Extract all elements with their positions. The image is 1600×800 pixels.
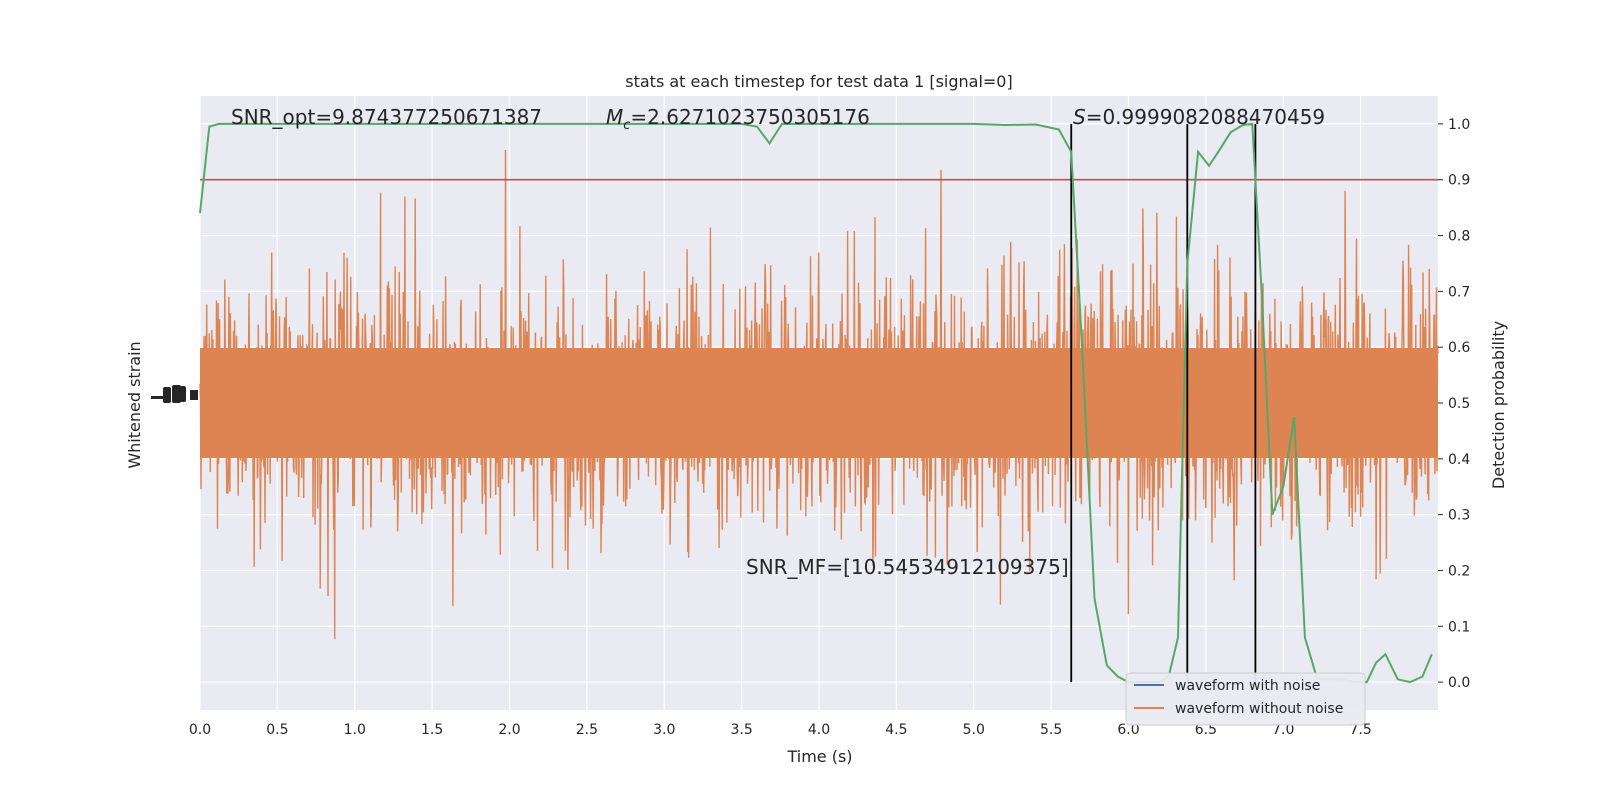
x-ticks: 0.0 0.5 1.0 1.5 2.0 2.5 3.0 3.5 4.0 4.5 5.0 5.5 6.0 6… <box>189 722 1372 738</box>
x-tick-label: 5.0 <box>963 722 985 738</box>
mc-value: =2.6271023750305176 <box>630 105 869 129</box>
y-tick-label: 0.4 <box>1448 452 1470 468</box>
mc-annotation: Mc=2.6271023750305176 <box>606 105 870 133</box>
y-axis-label-right: Detection probability <box>1489 321 1508 489</box>
y-tick-label: 0.3 <box>1448 508 1470 524</box>
snr-opt-annotation: SNR_opt=9.874377250671387 <box>231 105 542 129</box>
legend-label-with-noise: waveform with noise <box>1175 678 1320 694</box>
snr-mf-annotation: SNR_MF=[10.54534912109375] <box>746 555 1069 579</box>
x-axis-label: Time (s) <box>786 747 852 766</box>
s-symbol: S <box>1073 105 1086 129</box>
y-tick-label: 0.0 <box>1448 675 1470 691</box>
y-tick-label: 0.6 <box>1448 340 1470 356</box>
x-tick-label: 7.0 <box>1272 722 1294 738</box>
x-tick-label: 0.5 <box>266 722 288 738</box>
left-axis-collapsed-ticks <box>151 385 198 403</box>
x-tick-label: 6.5 <box>1195 722 1217 738</box>
x-tick-label: 1.0 <box>344 722 366 738</box>
y-tick-label: 0.8 <box>1448 229 1470 245</box>
vertical-markers <box>1070 123 1257 683</box>
x-tick-label: 4.5 <box>885 722 907 738</box>
s-annotation: S=0.9999082088470459 <box>1073 105 1325 129</box>
y-ticks-right: 0.0 0.1 0.2 0.3 0.4 0.5 0.6 0.7 0.8 0.9 1.0 <box>1438 117 1470 691</box>
y-tick-label: 1.0 <box>1448 117 1470 133</box>
x-tick-label: 2.0 <box>498 722 520 738</box>
x-tick-label: 6.0 <box>1117 722 1139 738</box>
x-tick-label: 2.5 <box>576 722 598 738</box>
legend: waveform with noise waveform without noi… <box>1125 672 1366 726</box>
x-tick-label: 1.5 <box>421 722 443 738</box>
y-tick-label: 0.9 <box>1448 173 1470 189</box>
legend-label-without-noise: waveform without noise <box>1175 701 1343 717</box>
x-tick-label: 4.0 <box>808 722 830 738</box>
x-tick-label: 3.5 <box>730 722 752 738</box>
legend-box <box>1125 672 1366 726</box>
x-tick-label: 3.0 <box>653 722 675 738</box>
y-tick-label: 0.2 <box>1448 563 1470 579</box>
waveform-without-noise-series <box>199 149 1439 640</box>
x-tick-label: 0.0 <box>189 722 211 738</box>
mc-symbol: M <box>606 105 623 129</box>
y-axis-label-left: Whitened strain <box>125 341 144 468</box>
x-tick-label: 7.5 <box>1349 722 1371 738</box>
s-value: =0.9999082088470459 <box>1086 105 1325 129</box>
y-tick-label: 0.5 <box>1448 396 1470 412</box>
mc-subscript: c <box>623 118 630 133</box>
chart-title: stats at each timestep for test data 1 [… <box>625 72 1012 91</box>
y-tick-label: 0.7 <box>1448 284 1470 300</box>
noise-band <box>200 348 1438 458</box>
y-tick-label: 0.1 <box>1448 619 1470 635</box>
x-tick-label: 5.5 <box>1040 722 1062 738</box>
